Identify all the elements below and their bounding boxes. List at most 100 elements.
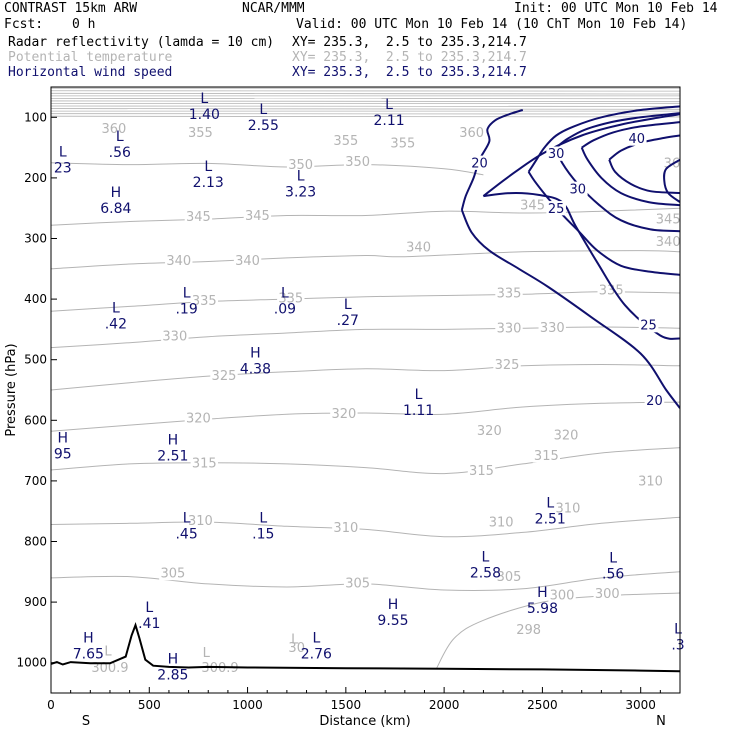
theta-contour-label-bg [495,569,523,584]
wind-extremum-letter: L [312,631,320,647]
theta-contour-label: 300 [595,587,620,602]
wind-extremum-letter: L [281,286,289,302]
theta-contour-label-bg [518,198,547,213]
wind-contour-label-bg [644,393,665,408]
wind-extremum-value: 7.65 [73,647,104,663]
theta-contour-label: 320 [186,411,211,426]
x-tick-label: 1500 [331,698,362,712]
theta-contour-label: 330 [497,322,522,337]
field-xy-wind: XY= 235.3, 2.5 to 235.3,214.7 [292,65,527,80]
theta-contour-label: 305 [345,576,370,591]
wind-extremum-letter: L [297,169,305,185]
wind-extremum-letter: H [388,597,399,613]
theta-contour-label: 340 [166,254,191,269]
theta-line-label-bg [514,622,543,637]
wind-extremum-value: .3 [671,637,684,653]
fcst-value: 0 h [72,17,96,32]
valid-time: Valid: 00 UTC Mon 10 Feb 14 (10 ChT Mon … [296,17,688,32]
wind-contour-30 [527,171,680,276]
wind-contour-label-bg [546,146,566,161]
wind-extremum-value: .15 [252,527,274,543]
center-label: NCAR/MMM [242,1,305,16]
wind-extremum-value: 2.51 [535,511,566,527]
theta-contour-label: 340 [406,241,431,256]
theta-contour-label-bg [538,320,566,335]
theta-contour-label: 350 [345,155,370,170]
wind-extremum-letter: H [250,346,261,362]
theta-contour-label-bg [597,282,625,298]
wind-contour-35 [555,147,680,233]
wind-contour-label: 20 [646,394,663,409]
theta-line-label-bg [100,121,128,136]
wind-extremum-value: .56 [109,145,131,161]
theta-contour-330 [51,326,680,349]
theta-contour-label-bg [186,513,215,528]
theta-contour-label-bg [190,293,219,308]
theta-contour-label: 320 [331,407,356,422]
wind-contour-50 [663,158,680,203]
wind-contours: 20 25 30 30 40 25 20 [460,105,680,409]
wind-extremum-letter: L [200,91,208,107]
north-label: N [656,714,666,729]
theta-contour-label-bg [554,501,582,516]
x-tick-label: 3000 [625,698,656,712]
south-label: S [82,714,90,729]
wind-extremum-value: .41 [138,616,160,632]
wind-extremum-value: 4.38 [240,362,271,378]
theta-line-label: 355 [188,126,213,141]
wind-extremum-letter: L [204,159,212,175]
wind-extremum-value: .09 [274,302,296,318]
theta-contour-label: 310 [188,514,213,529]
theta-contour-345 [51,207,680,226]
wind-extremum-value: 1.40 [189,107,220,123]
y-tick-label: 900 [24,595,47,609]
theta-contour-label: 305 [497,570,522,585]
theta-contour-label: 320 [477,424,502,439]
theta-contour-320 [51,401,680,432]
y-tick-label: 400 [24,292,47,306]
wind-extremum-value: 2.85 [157,668,188,684]
wind-extremum-value: 95 [54,447,72,463]
theta-contour-label: 320 [554,428,579,443]
theta-extremum-L: L [104,645,112,660]
wind-extremum-value: 2.13 [193,175,224,191]
theta-contour-label: 350 [288,158,313,173]
wind-extremum-letter: L [183,511,191,527]
wind-extremum-letter: L [385,97,393,113]
wind-extremum-value: 2.51 [157,448,188,464]
wind-contour-25 [482,113,680,197]
theta-contour-label: 305 [160,567,185,582]
field-name-theta: Potential temperature [8,50,173,65]
wind-extremum-value: 2.58 [470,565,501,581]
wind-contour-label: 30 [548,147,565,162]
theta-contour-label: 310 [333,521,358,536]
x-tick-label: 500 [138,698,161,712]
theta-contour-label-bg [495,285,523,301]
upper-theta-line [51,115,680,118]
wind-extremum-letter: L [59,145,67,161]
wind-contour-label-bg [638,318,659,333]
wind-extremum-letter: L [481,549,489,565]
theta-line-label-bg [332,133,360,148]
wind-contour-label-bg [469,155,490,170]
wind-extremum-letter: L [259,102,267,118]
x-axis-label: Distance (km) [319,714,410,729]
theta-contour-325 [51,363,680,391]
theta-contour-335 [51,291,680,312]
wind-extremum-letter: L [116,129,124,145]
wind-extremum-value: 5.98 [527,601,558,617]
y-tick-label: 300 [24,232,47,246]
theta-line-label-bg [662,155,680,170]
upper-theta-line [51,108,680,110]
theta-contour-label-bg [548,587,576,602]
theta-line-label-bg [457,125,486,140]
wind-extremum-value: 23 [54,161,72,177]
theta-contour-label-bg [190,455,219,470]
theta-line-label: 298 [516,623,541,638]
theta-contour-label-bg [593,586,621,601]
y-tick-label: 700 [24,474,47,488]
x-tick-label: 1000 [232,698,263,712]
theta-line-label-bg [286,640,307,655]
wind-extremum-letter: H [83,631,94,647]
